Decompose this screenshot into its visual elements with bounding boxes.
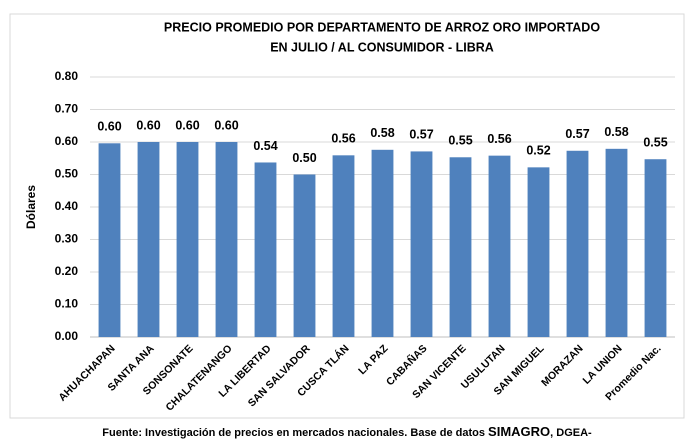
data-label: 0.57 bbox=[565, 127, 589, 141]
y-tick-label: 0.40 bbox=[55, 199, 79, 213]
y-tick-label: 0.60 bbox=[55, 134, 79, 148]
bar bbox=[293, 174, 316, 337]
data-label: 0.56 bbox=[331, 132, 355, 146]
y-axis-label: Dólares bbox=[24, 185, 38, 229]
bar bbox=[371, 149, 394, 337]
bar bbox=[215, 142, 238, 337]
data-label: 0.60 bbox=[97, 120, 121, 134]
chart-title: PRECIO PROMEDIO POR DEPARTAMENTO DE ARRO… bbox=[164, 20, 600, 34]
data-label: 0.60 bbox=[214, 118, 238, 132]
y-tick-label: 0.10 bbox=[55, 297, 79, 311]
bar bbox=[527, 167, 550, 337]
y-tick-label: 0.50 bbox=[55, 167, 79, 181]
y-tick-label: 0.00 bbox=[55, 329, 79, 343]
chart-title: EN JULIO / AL CONSUMIDOR - LIBRA bbox=[270, 40, 494, 54]
y-tick-label: 0.70 bbox=[55, 102, 79, 116]
bar bbox=[254, 162, 277, 337]
bar bbox=[332, 155, 355, 337]
data-label: 0.56 bbox=[487, 132, 511, 146]
bar bbox=[644, 159, 667, 337]
bar bbox=[410, 151, 433, 337]
data-label: 0.60 bbox=[136, 118, 160, 132]
y-tick-label: 0.30 bbox=[55, 232, 79, 246]
data-label: 0.57 bbox=[409, 128, 433, 142]
bar bbox=[98, 143, 121, 337]
bar bbox=[566, 150, 589, 337]
bar bbox=[605, 148, 628, 337]
footer-part: SIMAGRO bbox=[488, 424, 550, 439]
footer: Fuente: Investigación de precios en merc… bbox=[102, 424, 592, 439]
y-tick-label: 0.20 bbox=[55, 264, 79, 278]
data-label: 0.55 bbox=[448, 134, 472, 148]
bar bbox=[137, 142, 160, 337]
y-tick-label: 0.80 bbox=[55, 69, 79, 83]
data-label: 0.52 bbox=[526, 144, 550, 158]
data-label: 0.55 bbox=[643, 136, 667, 150]
data-label: 0.58 bbox=[370, 126, 394, 140]
footer-part: , DGEA- bbox=[550, 427, 592, 439]
bar bbox=[449, 157, 472, 337]
bar bbox=[488, 155, 511, 337]
data-label: 0.60 bbox=[175, 118, 199, 132]
data-label: 0.58 bbox=[604, 125, 628, 139]
data-label: 0.54 bbox=[253, 139, 277, 153]
footer-part: Fuente: Investigación de precios en merc… bbox=[102, 427, 488, 439]
data-label: 0.50 bbox=[292, 151, 316, 165]
bar bbox=[176, 142, 199, 337]
